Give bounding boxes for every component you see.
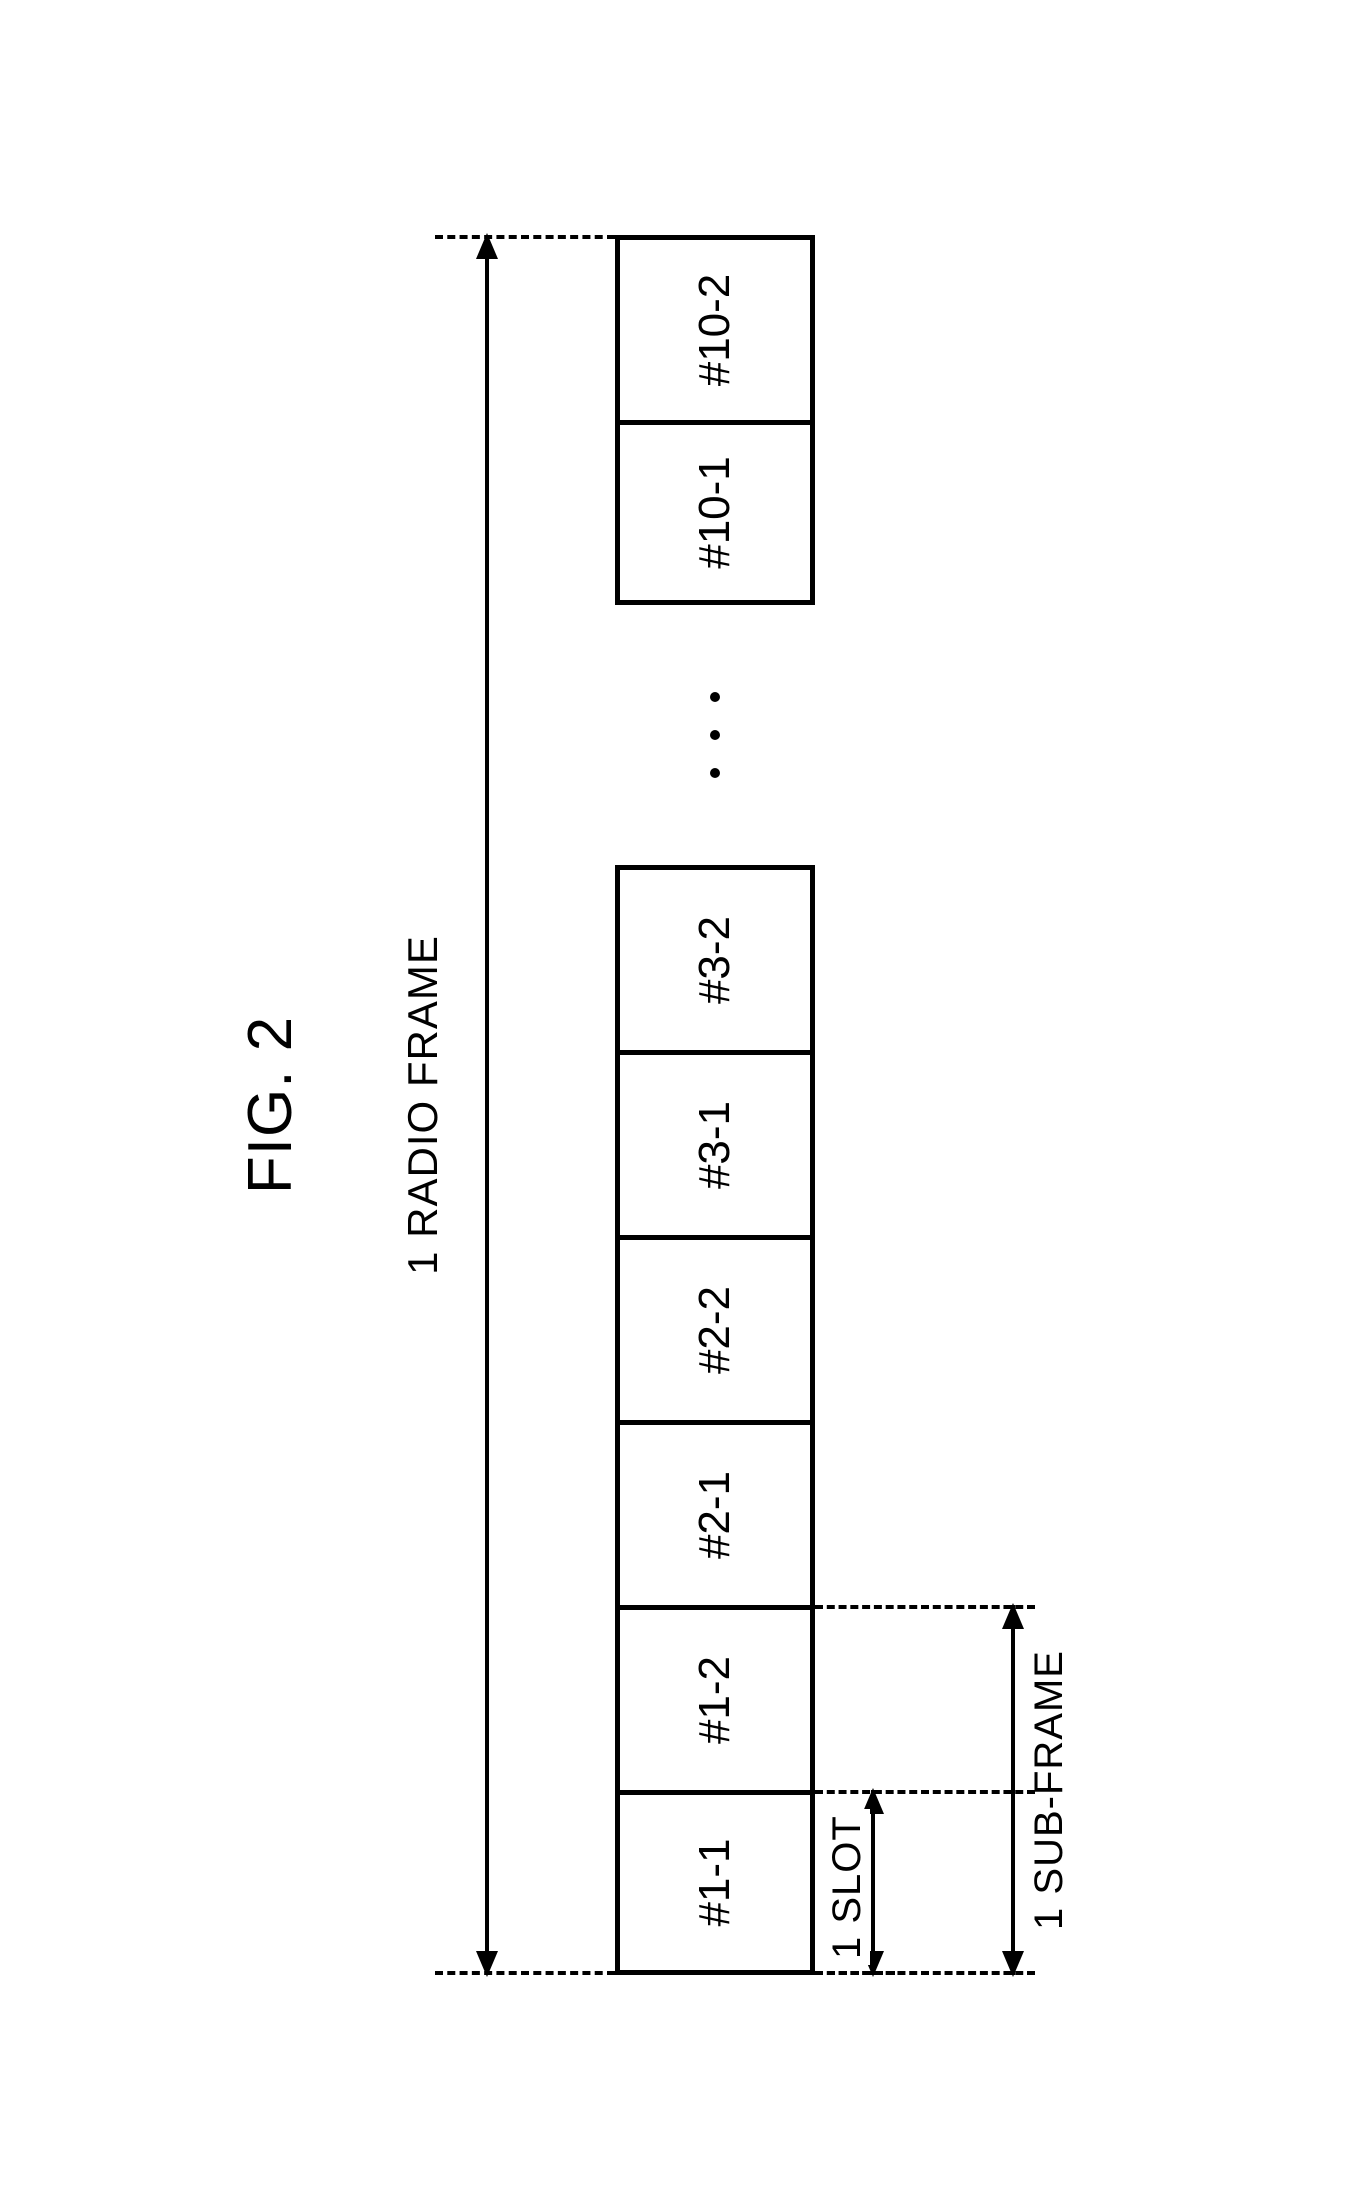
slot-cell: #10-1 xyxy=(615,420,815,605)
slot-cell: #1-1 xyxy=(615,1790,815,1975)
slot-cell: #3-2 xyxy=(615,865,815,1050)
subframe-label: 1 SUB-FRAME xyxy=(1027,1650,1072,1930)
ellipsis-icon xyxy=(615,605,815,865)
slot-cell: #10-2 xyxy=(615,235,815,420)
figure-stage: FIG. 2 1 RADIO FRAME #1-1 #1-2 #2-1 #2-2… xyxy=(235,105,1135,2105)
subframe-span: 1 SUB-FRAME xyxy=(975,1605,1085,1975)
span-guide-right xyxy=(435,235,615,239)
slot-cell: #1-2 xyxy=(615,1605,815,1790)
span-guide-left xyxy=(435,1971,615,1975)
subframe-arrow xyxy=(1011,1605,1015,1975)
radio-frame-span: 1 RADIO FRAME xyxy=(455,235,525,1975)
slot-label: 1 SLOT xyxy=(825,1809,870,1965)
figure-title: FIG. 2 xyxy=(235,1016,306,1194)
slot-row: #1-1 #1-2 #2-1 #2-2 #3-1 #3-2 #10-1 #10-… xyxy=(615,235,815,1975)
slot-arrow xyxy=(871,1790,875,1975)
slot-span: 1 SLOT xyxy=(835,1790,945,1975)
slot-cell: #3-1 xyxy=(615,1050,815,1235)
radio-frame-label: 1 RADIO FRAME xyxy=(399,935,447,1275)
slot-cell: #2-2 xyxy=(615,1235,815,1420)
radio-frame-arrow xyxy=(485,235,489,1975)
slot-cell: #2-1 xyxy=(615,1420,815,1605)
